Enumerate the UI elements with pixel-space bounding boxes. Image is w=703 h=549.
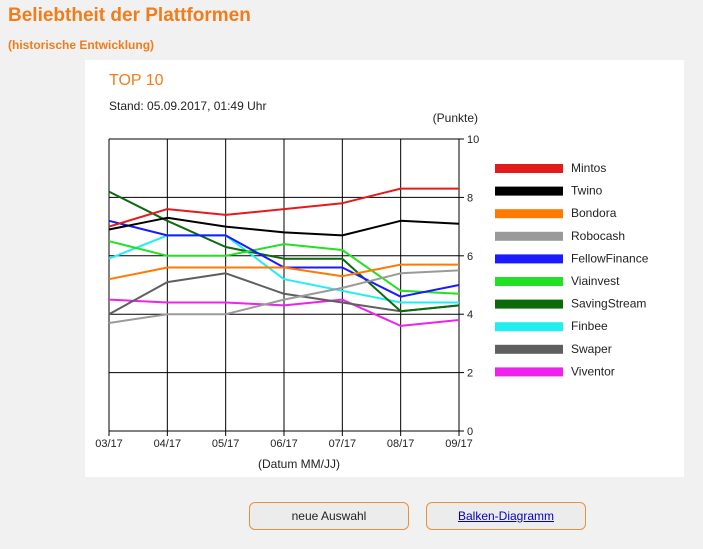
- y-tick-label: 8: [467, 192, 473, 204]
- series-line-robocash: [108, 269, 460, 324]
- y-tick-label: 4: [467, 309, 473, 321]
- legend-label-robocash: Robocash: [571, 229, 625, 243]
- y-tick-label: 2: [467, 368, 473, 380]
- series-line-savingstream: [108, 190, 460, 313]
- y-tick-label: 0: [467, 426, 473, 438]
- legend-swatch-viainvest: [495, 277, 563, 286]
- legend-swatch-twino: [495, 186, 563, 196]
- chart-timestamp: Stand: 05.09.2017, 01:49 Uhr: [109, 99, 266, 113]
- x-tick-label: 06/17: [270, 438, 298, 450]
- x-tick-label: 04/17: [154, 438, 182, 450]
- legend-label-mintos: Mintos: [571, 161, 606, 175]
- legend-swatch-finbee: [495, 322, 563, 332]
- legend-label-swaper: Swaper: [571, 342, 612, 356]
- legend-label-finbee: Finbee: [571, 319, 608, 333]
- x-tick-label: 08/17: [387, 438, 415, 450]
- series-line-twino: [108, 216, 460, 237]
- legend-label-twino: Twino: [571, 184, 603, 198]
- series-line-bondora: [108, 263, 459, 281]
- y-tick-label: 6: [467, 251, 473, 263]
- page-title: Beliebtheit der Plattformen: [8, 5, 251, 26]
- bar-chart-button[interactable]: Balken-Diagramm: [426, 502, 586, 530]
- x-tick-label: 07/17: [329, 438, 357, 450]
- legend-swatch-robocash: [495, 231, 563, 241]
- x-axis-label: (Datum MM/JJ): [258, 457, 340, 471]
- series-line-viainvest: [108, 240, 460, 295]
- y-axis-label: (Punkte): [433, 111, 478, 125]
- legend-label-viainvest: Viainvest: [571, 274, 620, 288]
- legend-label-viventor: Viventor: [571, 364, 615, 378]
- legend-swatch-savingstream: [495, 299, 563, 309]
- new-selection-button[interactable]: neue Auswahl: [249, 502, 409, 530]
- x-tick-label: 03/17: [95, 438, 123, 450]
- series-line-mintos: [108, 187, 459, 228]
- legend-label-fellowfinance: FellowFinance: [571, 251, 649, 265]
- legend-swatch-bondora: [495, 209, 563, 219]
- x-tick-label: 09/17: [445, 438, 473, 450]
- legend-label-bondora: Bondora: [571, 206, 617, 220]
- legend-swatch-fellowfinance: [495, 254, 563, 264]
- chart-panel: TOP 10 Stand: 05.09.2017, 01:49 Uhr (Pun…: [85, 60, 684, 477]
- legend-swatch-swaper: [495, 344, 563, 354]
- page-subtitle: (historische Entwicklung): [8, 38, 155, 52]
- legend-swatch-mintos: [495, 164, 563, 173]
- legend-swatch-viventor: [495, 367, 563, 377]
- x-tick-label: 05/17: [212, 438, 240, 450]
- line-chart: TOP 10 Stand: 05.09.2017, 01:49 Uhr (Pun…: [95, 72, 649, 471]
- chart-title: TOP 10: [109, 72, 164, 89]
- legend-label-savingstream: SavingStream: [571, 297, 646, 311]
- series-line-viventor: [108, 298, 460, 327]
- y-tick-label: 10: [467, 134, 479, 146]
